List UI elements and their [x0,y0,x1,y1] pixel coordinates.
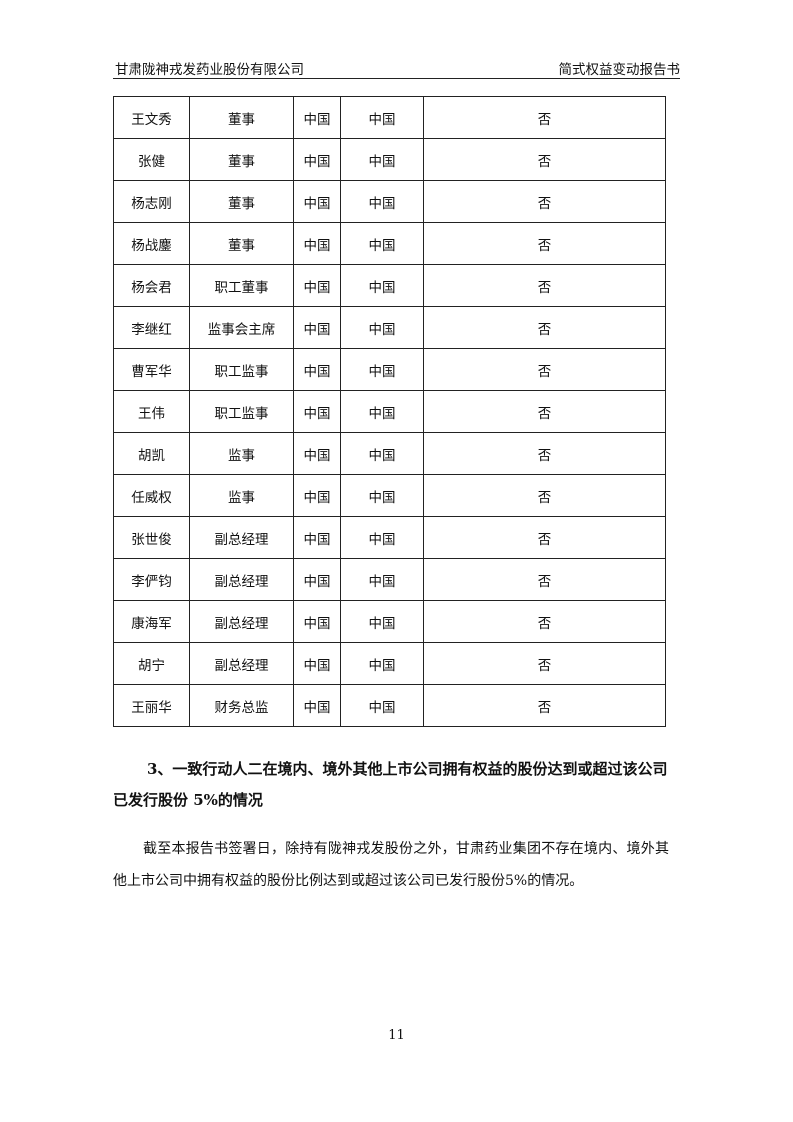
foreign-residency-cell: 否 [423,306,666,349]
nationality-cell: 中国 [293,474,341,517]
position-cell: 职工监事 [189,390,294,433]
residence-cell: 中国 [340,96,424,139]
foreign-residency-cell: 否 [423,180,666,223]
nationality-cell: 中国 [293,96,341,139]
nationality-cell: 中国 [293,642,341,685]
name-cell: 李继红 [113,306,190,349]
table-row: 杨志刚 董事 中国 中国否 [113,180,666,223]
personnel-table: 王文秀 董事 中国 中国否张健 董事 中国 中国否杨志刚 董事 中国 中国否杨战鏖 董事 中国 中国否杨… [113,96,666,727]
nationality-cell: 中国 [293,180,341,223]
nationality-cell: 中国 [293,348,341,391]
position-cell: 职工董事 [189,264,294,307]
nationality-cell: 中国 [293,306,341,349]
residence-cell: 中国 [340,432,424,475]
nationality-cell: 中国 [293,264,341,307]
header-company: 甘肃陇神戎发药业股份有限公司 [115,62,304,78]
foreign-residency-cell: 否 [423,474,666,517]
name-cell: 曹军华 [113,348,190,391]
table-row: 王伟 职工监事 中国 中国否 [113,390,666,433]
position-cell: 董事 [189,180,294,223]
table-row: 康海军 副总经理 中国 中国否 [113,600,666,643]
residence-cell: 中国 [340,264,424,307]
position-cell: 监事会主席 [189,306,294,349]
position-cell: 副总经理 [189,516,294,559]
position-cell: 副总经理 [189,558,294,601]
nationality-cell: 中国 [293,600,341,643]
position-cell: 职工监事 [189,348,294,391]
table-row: 曹军华 职工监事 中国 中国否 [113,348,666,391]
table-row: 王丽华 财务总监 中国 中国否 [113,684,666,727]
foreign-residency-cell: 否 [423,264,666,307]
nationality-cell: 中国 [293,558,341,601]
foreign-residency-cell: 否 [423,642,666,685]
nationality-cell: 中国 [293,684,341,727]
page-header: 甘肃陇神戎发药业股份有限公司 简式权益变动报告书 [113,56,680,79]
residence-cell: 中国 [340,642,424,685]
table-row: 胡宁 副总经理 中国 中国否 [113,642,666,685]
foreign-residency-cell: 否 [423,684,666,727]
position-cell: 董事 [189,222,294,265]
residence-cell: 中国 [340,684,424,727]
name-cell: 王丽华 [113,684,190,727]
position-cell: 监事 [189,474,294,517]
table-row: 杨会君 职工董事 中国 中国否 [113,264,666,307]
position-cell: 董事 [189,138,294,181]
position-cell: 副总经理 [189,600,294,643]
residence-cell: 中国 [340,390,424,433]
page-number: 11 [388,1028,405,1043]
table-row: 任威权 监事 中国 中国否 [113,474,666,517]
section-heading: 3、一致行动人二在境内、境外其他上市公司拥有权益的股份达到或超过该公司已发行股份… [113,760,668,809]
name-cell: 胡凯 [113,432,190,475]
position-cell: 副总经理 [189,642,294,685]
residence-cell: 中国 [340,138,424,181]
foreign-residency-cell: 否 [423,432,666,475]
foreign-residency-cell: 否 [423,138,666,181]
name-cell: 康海军 [113,600,190,643]
position-cell: 董事 [189,96,294,139]
name-cell: 杨战鏖 [113,222,190,265]
table-row: 李继红 监事会主席 中国 中国否 [113,306,666,349]
nationality-cell: 中国 [293,138,341,181]
section-paragraph: 截至本报告书签署日，除持有陇神戎发股份之外，甘肃药业集团不存在境内、境外其他上市… [113,841,669,889]
name-cell: 张世俊 [113,516,190,559]
nationality-cell: 中国 [293,432,341,475]
table-row: 胡凯 监事 中国 中国否 [113,432,666,475]
name-cell: 王伟 [113,390,190,433]
residence-cell: 中国 [340,558,424,601]
residence-cell: 中国 [340,600,424,643]
foreign-residency-cell: 否 [423,558,666,601]
foreign-residency-cell: 否 [423,96,666,139]
foreign-residency-cell: 否 [423,516,666,559]
residence-cell: 中国 [340,348,424,391]
nationality-cell: 中国 [293,390,341,433]
position-cell: 财务总监 [189,684,294,727]
table-row: 李俨钧 副总经理 中国 中国否 [113,558,666,601]
foreign-residency-cell: 否 [423,348,666,391]
name-cell: 张健 [113,138,190,181]
table-row: 张世俊 副总经理 中国 中国否 [113,516,666,559]
nationality-cell: 中国 [293,516,341,559]
table-row: 王文秀 董事 中国 中国否 [113,96,666,139]
foreign-residency-cell: 否 [423,390,666,433]
residence-cell: 中国 [340,222,424,265]
nationality-cell: 中国 [293,222,341,265]
residence-cell: 中国 [340,180,424,223]
header-doc-title: 简式权益变动报告书 [558,62,681,78]
residence-cell: 中国 [340,474,424,517]
residence-cell: 中国 [340,516,424,559]
foreign-residency-cell: 否 [423,222,666,265]
name-cell: 杨会君 [113,264,190,307]
foreign-residency-cell: 否 [423,600,666,643]
table-row: 张健 董事 中国 中国否 [113,138,666,181]
table-row: 杨战鏖 董事 中国 中国否 [113,222,666,265]
name-cell: 杨志刚 [113,180,190,223]
residence-cell: 中国 [340,306,424,349]
name-cell: 王文秀 [113,96,190,139]
name-cell: 任威权 [113,474,190,517]
name-cell: 李俨钧 [113,558,190,601]
name-cell: 胡宁 [113,642,190,685]
position-cell: 监事 [189,432,294,475]
